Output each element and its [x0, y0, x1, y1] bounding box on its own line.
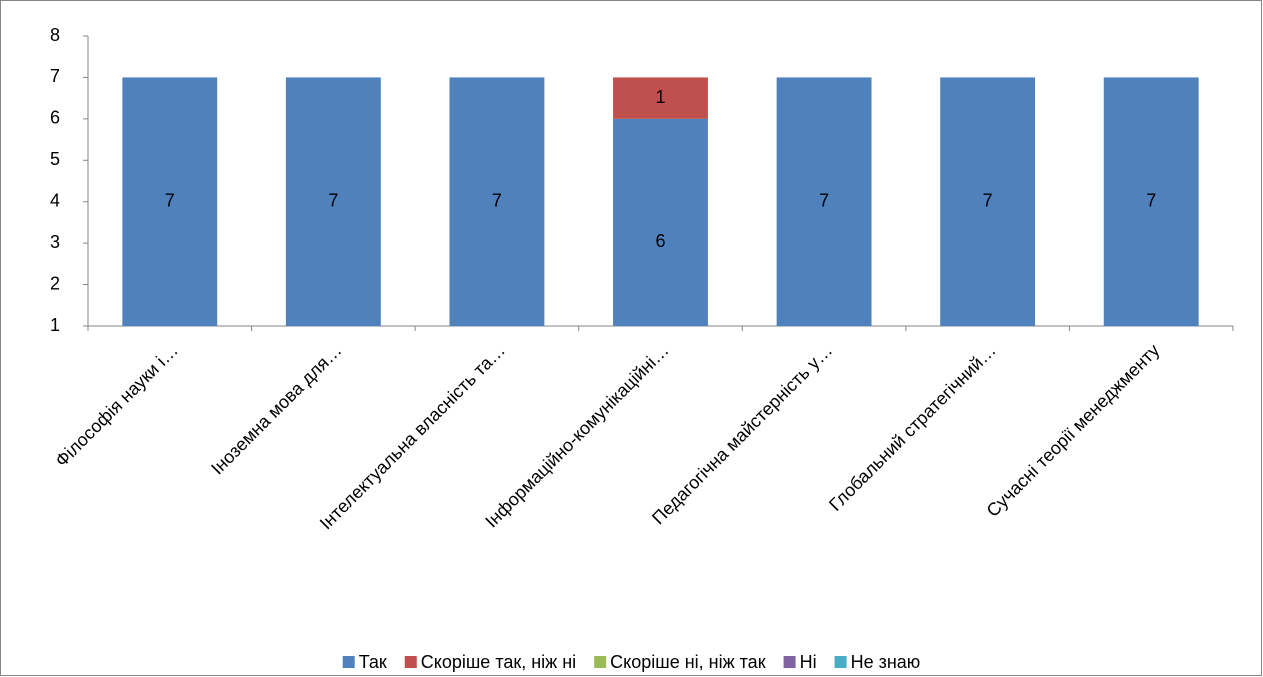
legend-swatch	[594, 656, 607, 668]
legend-label: Ні	[800, 652, 817, 672]
data-label: 7	[328, 190, 338, 210]
bar-segment	[122, 77, 218, 326]
bar-segment	[449, 77, 545, 326]
y-tick-label: 7	[50, 66, 60, 86]
bar-segment	[940, 77, 1036, 326]
data-label: 7	[819, 190, 829, 210]
data-label: 7	[1146, 190, 1156, 210]
y-tick-label: 4	[50, 190, 60, 210]
legend-label: Так	[359, 652, 387, 672]
data-label: 7	[492, 190, 502, 210]
y-tick-label: 3	[50, 232, 60, 252]
y-tick-label: 5	[50, 149, 60, 169]
data-label: 7	[983, 190, 993, 210]
data-label: 1	[655, 87, 665, 107]
legend-swatch	[404, 656, 417, 668]
data-label: 6	[655, 231, 665, 251]
legend-label: Не знаю	[851, 652, 921, 672]
bar-segment	[776, 77, 872, 326]
legend-label: Скоріше ні, ніж так	[610, 652, 766, 672]
data-label: 7	[165, 190, 175, 210]
legend-label: Скоріше так, ніж ні	[421, 652, 576, 672]
y-tick-label: 1	[50, 315, 60, 335]
legend-swatch	[342, 656, 355, 668]
legend-swatch	[834, 656, 847, 668]
legend-swatch	[783, 656, 796, 668]
y-tick-label: 8	[50, 25, 60, 45]
bar-segment	[285, 77, 381, 326]
bar-segment	[613, 118, 708, 326]
bar-segment	[1103, 77, 1199, 326]
y-tick-label: 6	[50, 108, 60, 128]
bar-segment	[613, 77, 708, 119]
y-tick-label: 2	[50, 273, 60, 293]
